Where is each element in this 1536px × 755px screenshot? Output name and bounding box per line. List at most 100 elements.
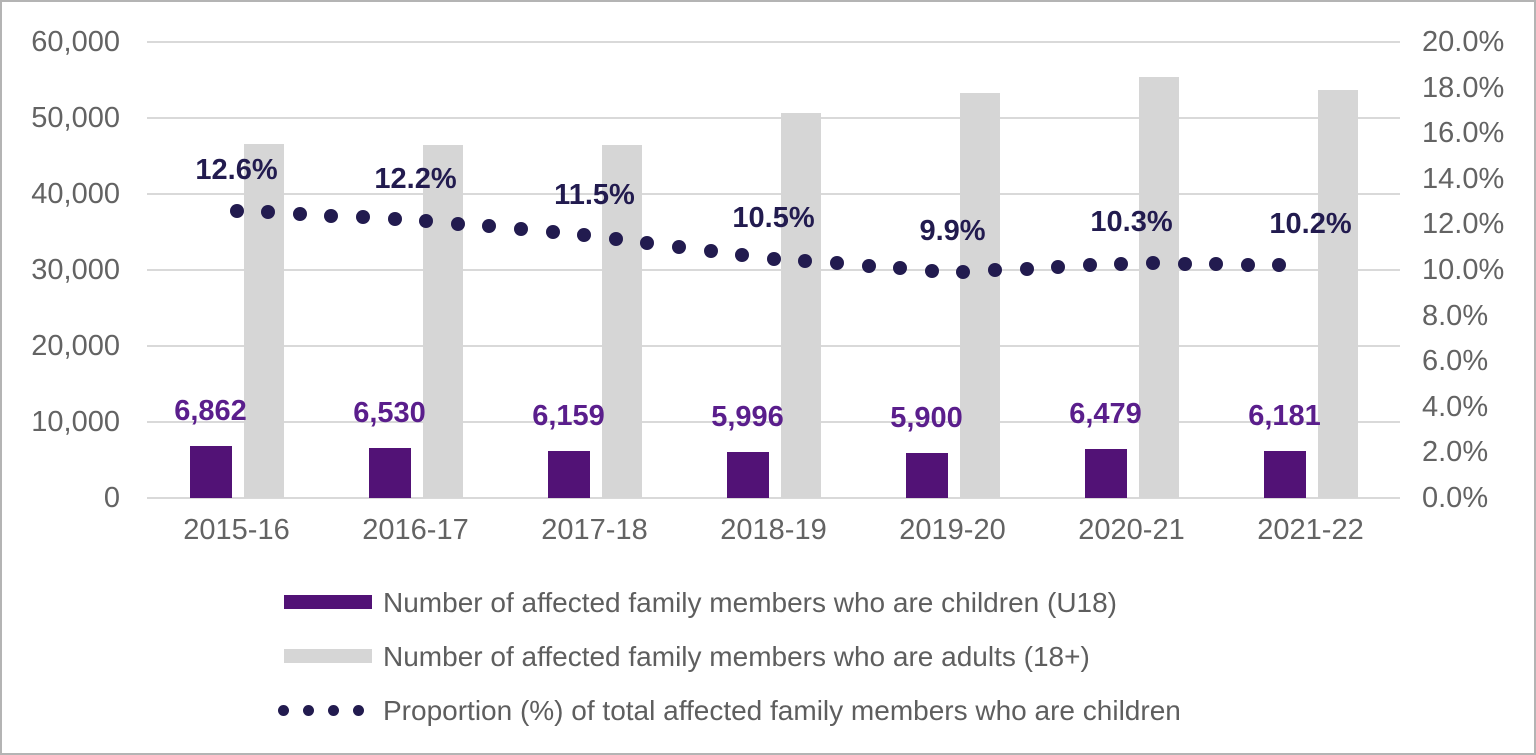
legend-dot-icon bbox=[353, 705, 364, 716]
proportion-dot bbox=[640, 235, 655, 250]
legend-dot-icon bbox=[328, 705, 339, 716]
proportion-dot bbox=[482, 219, 497, 234]
gridline bbox=[147, 193, 1400, 195]
y-axis-tick-left: 0 bbox=[103, 482, 120, 514]
gridline bbox=[147, 497, 1400, 499]
proportion-dot bbox=[987, 263, 1002, 278]
adults-bar bbox=[1138, 76, 1179, 498]
gridline bbox=[147, 117, 1400, 119]
adults-bar bbox=[601, 144, 642, 498]
gridline bbox=[147, 41, 1400, 43]
x-axis-label: 2018-19 bbox=[720, 514, 827, 546]
proportion-dot bbox=[608, 231, 623, 246]
adults-swatch bbox=[284, 649, 372, 663]
y-axis-tick-right: 14.0% bbox=[1422, 162, 1505, 195]
children-value-label: 5,996 bbox=[711, 401, 784, 434]
y-axis-tick-left: 50,000 bbox=[31, 102, 120, 134]
gridline bbox=[147, 269, 1400, 271]
proportion-dot bbox=[450, 216, 465, 231]
proportion-swatch-dots bbox=[278, 705, 364, 716]
y-axis-tick-right: 18.0% bbox=[1422, 71, 1505, 104]
proportion-dot bbox=[1177, 256, 1192, 271]
proportion-dot bbox=[1272, 258, 1287, 273]
children-bar bbox=[189, 445, 232, 498]
legend-label-children: Number of affected family members who ar… bbox=[383, 587, 1118, 618]
proportion-dot bbox=[1082, 258, 1097, 273]
y-axis-tick-left: 20,000 bbox=[31, 330, 120, 362]
legend-dot-icon bbox=[278, 705, 289, 716]
x-axis-label: 2015-16 bbox=[183, 514, 290, 546]
proportion-dot bbox=[829, 256, 844, 271]
proportion-dot bbox=[324, 208, 339, 223]
children-swatch bbox=[284, 595, 372, 609]
proportion-dot bbox=[387, 211, 402, 226]
proportion-dot bbox=[1209, 257, 1224, 272]
adults-bar bbox=[243, 143, 284, 498]
proportion-value-label: 10.5% bbox=[732, 201, 815, 234]
y-axis-tick-right: 10.0% bbox=[1422, 254, 1505, 286]
children-bar bbox=[905, 453, 948, 498]
x-axis-label: 2017-18 bbox=[541, 514, 648, 546]
y-axis-tick-left: 30,000 bbox=[31, 254, 120, 286]
proportion-dot bbox=[513, 222, 528, 237]
x-axis-label: 2020-21 bbox=[1078, 514, 1185, 546]
proportion-value-label: 10.2% bbox=[1269, 208, 1352, 241]
proportion-dot bbox=[577, 227, 592, 242]
y-axis-tick-left: 40,000 bbox=[31, 178, 120, 210]
x-axis-label: 2016-17 bbox=[362, 514, 469, 546]
gridline bbox=[147, 345, 1400, 347]
children-value-label: 6,862 bbox=[174, 394, 247, 427]
x-axis-label: 2021-22 bbox=[1257, 514, 1364, 546]
proportion-dot bbox=[735, 247, 750, 262]
y-axis-tick-right: 0.0% bbox=[1422, 482, 1489, 514]
children-bar bbox=[726, 452, 769, 498]
children-bar bbox=[1084, 448, 1127, 498]
proportion-dot bbox=[671, 239, 686, 254]
children-value-label: 6,479 bbox=[1069, 397, 1142, 430]
proportion-dot bbox=[766, 251, 781, 266]
proportion-dot bbox=[1114, 256, 1129, 271]
proportion-dot bbox=[355, 210, 370, 225]
children-bar bbox=[547, 451, 590, 498]
children-bar bbox=[1263, 451, 1306, 498]
proportion-dot bbox=[924, 263, 939, 278]
gridline bbox=[147, 421, 1400, 423]
proportion-dot bbox=[1240, 257, 1255, 272]
proportion-dot bbox=[1051, 259, 1066, 274]
legend-item-proportion: Proportion (%) of total affected family … bbox=[2, 692, 1534, 732]
y-axis-tick-right: 16.0% bbox=[1422, 117, 1505, 150]
y-axis-tick-left: 60,000 bbox=[31, 26, 120, 58]
legend-label-proportion: Proportion (%) of total affected family … bbox=[383, 695, 1181, 726]
children-value-label: 5,900 bbox=[890, 402, 963, 435]
proportion-value-label: 12.2% bbox=[374, 162, 457, 195]
children-bar bbox=[368, 448, 411, 498]
proportion-dot bbox=[956, 264, 971, 279]
y-axis-tick-left: 10,000 bbox=[31, 406, 120, 438]
proportion-dot bbox=[1145, 256, 1160, 271]
children-value-label: 6,530 bbox=[353, 397, 426, 430]
proportion-value-label: 12.6% bbox=[195, 153, 278, 186]
proportion-dot bbox=[545, 225, 560, 240]
y-axis-tick-right: 4.0% bbox=[1422, 390, 1489, 423]
adults-bar bbox=[959, 92, 1000, 498]
proportion-dot bbox=[229, 203, 244, 218]
adults-bar bbox=[1317, 89, 1358, 498]
y-axis-tick-right: 20.0% bbox=[1422, 26, 1505, 58]
proportion-dot bbox=[292, 206, 307, 221]
proportion-dot bbox=[703, 243, 718, 258]
y-axis-tick-right: 2.0% bbox=[1422, 436, 1489, 469]
proportion-value-label: 9.9% bbox=[919, 215, 986, 248]
proportion-dot bbox=[1019, 261, 1034, 276]
proportion-dot bbox=[261, 205, 276, 220]
proportion-dot bbox=[419, 213, 434, 228]
proportion-dot bbox=[861, 258, 876, 273]
proportion-dot bbox=[798, 254, 813, 269]
children-value-label: 6,181 bbox=[1248, 400, 1321, 433]
legend-label-adults: Number of affected family members who ar… bbox=[383, 641, 1090, 672]
y-axis-tick-right: 12.0% bbox=[1422, 208, 1505, 241]
y-axis-tick-right: 6.0% bbox=[1422, 345, 1489, 378]
legend-item-adults: Number of affected family members who ar… bbox=[2, 638, 1534, 678]
proportion-value-label: 10.3% bbox=[1090, 206, 1173, 239]
proportion-dot bbox=[893, 261, 908, 276]
